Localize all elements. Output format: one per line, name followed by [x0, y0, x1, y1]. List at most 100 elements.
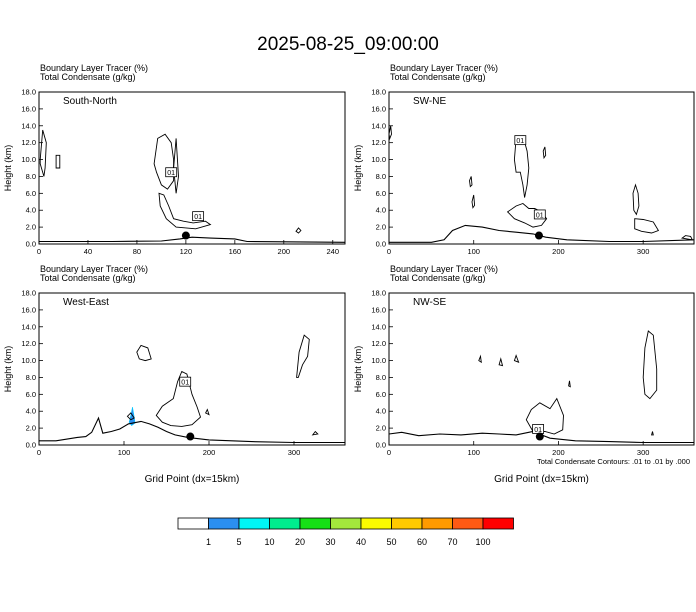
- colorbar-label: 40: [356, 537, 366, 547]
- colorbar-swatch: [269, 517, 301, 530]
- panel-header-line: Total Condensate (g/kg): [40, 273, 136, 283]
- x-tick-label: 200: [552, 448, 565, 457]
- x-axis-label: Grid Point (dx=15km): [145, 474, 240, 485]
- condensate-contour: [158, 192, 212, 230]
- panel-header-line: Boundary Layer Tracer (%): [40, 264, 148, 274]
- x-tick-label: 100: [118, 448, 131, 457]
- y-tick-label: 2.0: [376, 223, 386, 232]
- y-tick-label: 14.0: [371, 121, 386, 130]
- panel-frame: [38, 292, 346, 446]
- colorbar-swatch: [299, 517, 331, 530]
- colorbar-swatch: [391, 517, 423, 530]
- condensate-contour: [388, 125, 392, 140]
- y-tick-label: 0.0: [26, 240, 36, 249]
- colorbar-swatch: [330, 517, 362, 530]
- panel-label: South-North: [63, 96, 117, 107]
- condensate-contour: [642, 330, 658, 400]
- x-tick-label: 200: [278, 247, 291, 256]
- y-axis-label: Height (km): [353, 346, 363, 393]
- colorbar-swatch: [482, 517, 514, 530]
- y-tick-label: 12.0: [21, 138, 36, 147]
- x-tick-label: 0: [387, 448, 391, 457]
- panel-header-line: Boundary Layer Tracer (%): [390, 63, 498, 73]
- y-tick-label: 0.0: [26, 441, 36, 450]
- panel-west-east: Boundary Layer Tracer (%)Total Condensat…: [3, 264, 346, 485]
- y-tick-label: 2.0: [26, 223, 36, 232]
- x-axis-label: Grid Point (dx=15km): [494, 474, 589, 485]
- y-tick-label: 6.0: [26, 390, 36, 399]
- y-tick-label: 10.0: [371, 155, 386, 164]
- x-tick-label: 200: [203, 448, 216, 457]
- condensate-contour: [296, 334, 310, 378]
- x-tick-label: 80: [133, 247, 141, 256]
- station-marker: [181, 231, 190, 240]
- x-tick-label: 0: [387, 247, 391, 256]
- condensate-contour: [311, 430, 319, 436]
- panel-sw-ne: Boundary Layer Tracer (%)Total Condensat…: [353, 63, 695, 256]
- x-tick-label: 100: [467, 448, 480, 457]
- y-tick-label: 10.0: [21, 155, 36, 164]
- x-tick-label: 240: [327, 247, 340, 256]
- x-tick-label: 100: [467, 247, 480, 256]
- x-tick-label: 0: [37, 247, 41, 256]
- y-tick-label: 10.0: [371, 356, 386, 365]
- condensate-contour: [478, 354, 482, 364]
- condensate-contour: [153, 133, 175, 190]
- y-tick-label: 18.0: [371, 289, 386, 298]
- x-tick-label: 300: [288, 448, 301, 457]
- panel-frame: [388, 91, 695, 245]
- y-axis-label: Height (km): [3, 145, 13, 192]
- x-tick-label: 300: [637, 448, 650, 457]
- panel-south-north: Boundary Layer Tracer (%)Total Condensat…: [3, 63, 346, 256]
- station-marker: [186, 432, 195, 441]
- x-tick-label: 120: [180, 247, 193, 256]
- panel-header-line: Total Condensate (g/kg): [390, 72, 486, 82]
- y-axis-label: Height (km): [3, 346, 13, 393]
- y-tick-label: 0.0: [376, 441, 386, 450]
- x-tick-label: 40: [84, 247, 92, 256]
- y-tick-label: 6.0: [376, 189, 386, 198]
- condensate-contour: [295, 227, 302, 234]
- condensate-contour: [173, 138, 179, 194]
- condensate-contour: [155, 370, 202, 427]
- contour-label-box: [533, 209, 546, 220]
- panel-header-line: Total Condensate (g/kg): [390, 273, 486, 283]
- condensate-contour: [542, 146, 547, 160]
- contour-label: 01: [194, 214, 202, 221]
- panel-label: West-East: [63, 297, 109, 308]
- x-tick-label: 160: [229, 247, 242, 256]
- panel-nw-se: Boundary Layer Tracer (%)Total Condensat…: [353, 264, 695, 485]
- y-tick-label: 16.0: [371, 104, 386, 113]
- station-marker: [535, 432, 544, 441]
- contour-label: 01: [181, 380, 189, 387]
- y-tick-label: 0.0: [376, 240, 386, 249]
- y-tick-label: 12.0: [21, 339, 36, 348]
- contour-label: 01: [536, 212, 544, 219]
- condensate-contour: [680, 235, 694, 241]
- condensate-contour: [469, 176, 473, 188]
- condensate-contour: [513, 354, 520, 363]
- contour-label-box: [514, 135, 527, 146]
- y-tick-label: 12.0: [371, 138, 386, 147]
- y-tick-label: 16.0: [21, 305, 36, 314]
- condensate-contour: [471, 194, 476, 209]
- panel-frame: [38, 91, 346, 245]
- y-tick-label: 12.0: [371, 339, 386, 348]
- panel-header-line: Boundary Layer Tracer (%): [390, 264, 498, 274]
- colorbar-label: 50: [386, 537, 396, 547]
- panel-header-line: Total Condensate (g/kg): [40, 72, 136, 82]
- y-tick-label: 18.0: [21, 88, 36, 97]
- figure-title: 2025-08-25_09:00:00: [257, 34, 439, 55]
- colorbar-label: 60: [417, 537, 427, 547]
- y-tick-label: 16.0: [371, 305, 386, 314]
- y-tick-label: 14.0: [21, 322, 36, 331]
- y-tick-label: 4.0: [376, 407, 386, 416]
- contour-label-box: [165, 167, 178, 178]
- x-tick-label: 0: [37, 448, 41, 457]
- panel-label: SW-NE: [413, 96, 446, 107]
- y-tick-label: 10.0: [21, 356, 36, 365]
- colorbar-label: 5: [236, 537, 241, 547]
- x-tick-label: 200: [552, 247, 565, 256]
- y-tick-label: 6.0: [376, 390, 386, 399]
